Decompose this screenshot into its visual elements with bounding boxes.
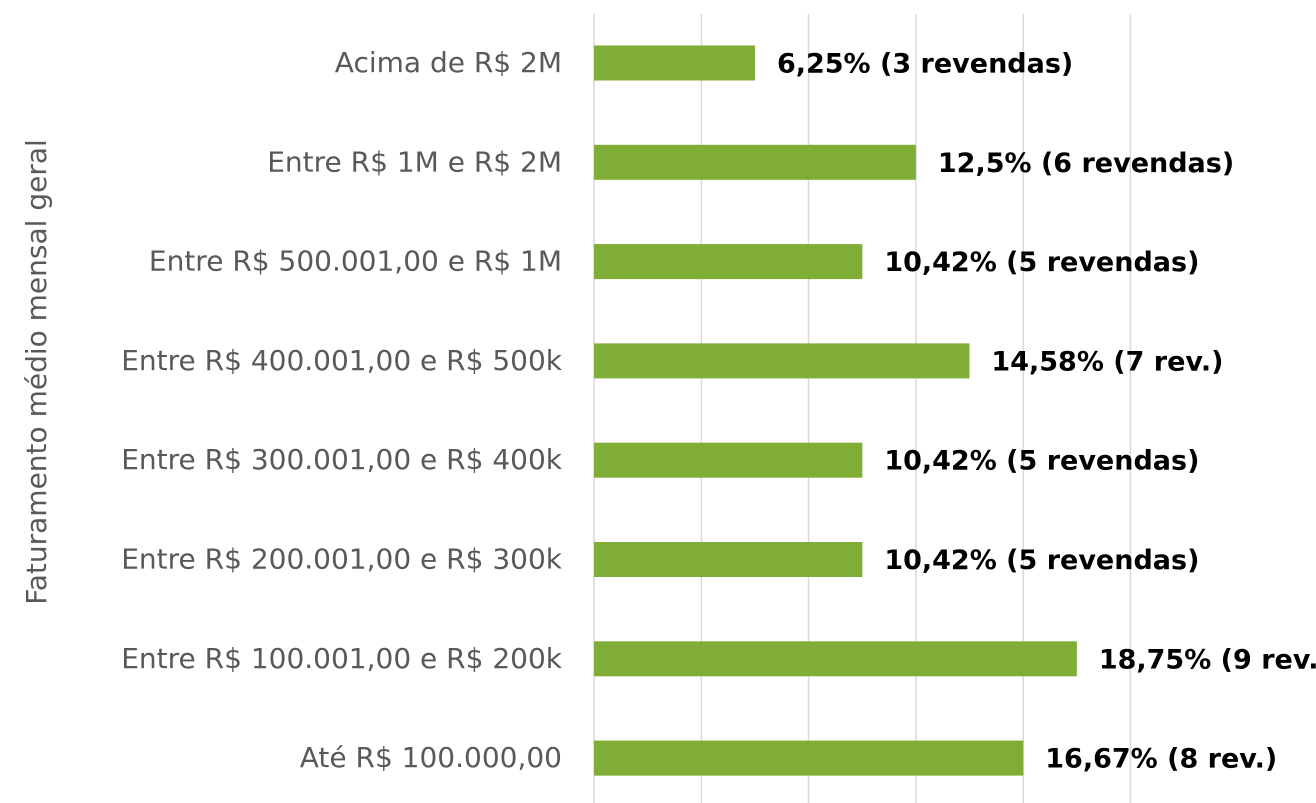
y-axis-label: Faturamento médio mensal geral [20,139,53,605]
y-tick-label: Entre R$ 100.001,00 e R$ 200k [121,642,563,675]
y-tick-label: Entre R$ 500.001,00 e R$ 1M [149,245,562,278]
y-tick-label: Entre R$ 200.001,00 e R$ 300k [121,543,563,576]
bar [594,542,863,577]
data-label: 18,75% (9 rev.) [1099,644,1316,675]
bar [594,343,970,379]
data-label: 12,5% (6 revendas) [938,148,1234,179]
y-tick-label: Entre R$ 1M e R$ 2M [267,145,562,178]
bar [594,244,863,280]
data-label: 10,42% (5 revendas) [884,247,1199,278]
y-tick-label: Entre R$ 300.001,00 e R$ 400k [121,443,563,476]
bar [594,641,1077,677]
data-label: 14,58% (7 rev.) [991,346,1223,377]
bar [594,442,863,478]
data-label: 10,42% (5 revendas) [884,545,1199,576]
y-tick-label: Até R$ 100.000,00 [300,741,562,774]
y-tick-label: Acima de R$ 2M [335,46,562,79]
y-tick-label: Entre R$ 400.001,00 e R$ 500k [121,344,563,377]
data-label: 6,25% (3 revendas) [777,49,1073,80]
data-label: 10,42% (5 revendas) [884,446,1199,477]
data-label: 16,67% (8 rev.) [1045,744,1277,775]
bar [594,45,755,81]
bar [594,144,916,180]
bar [594,740,1024,776]
